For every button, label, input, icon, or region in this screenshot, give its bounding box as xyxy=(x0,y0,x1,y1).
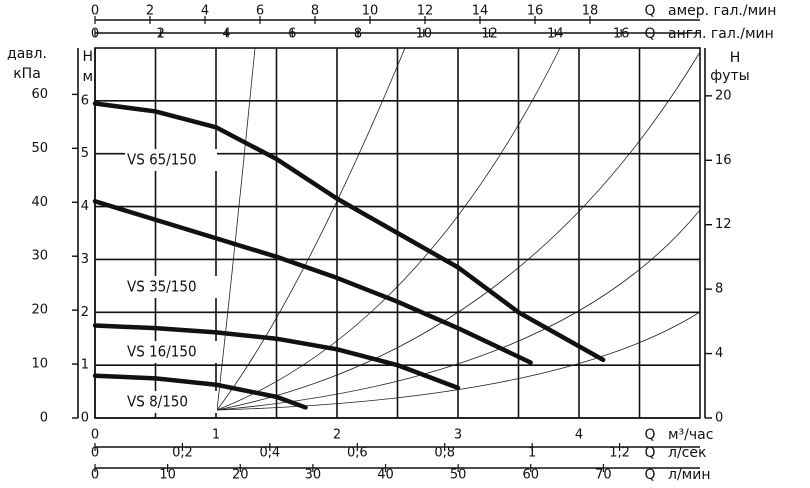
kpa-tick-label: 50 xyxy=(31,141,48,156)
pump-curve xyxy=(92,199,533,365)
top-tick-label: 16 xyxy=(613,27,630,42)
bottom-tick-label: 0 xyxy=(91,446,99,461)
curve-label: VS 8/150 xyxy=(127,393,188,411)
y-tick-label: 4 xyxy=(81,199,89,214)
top-tick-label: 4 xyxy=(201,4,209,19)
x-axis-unit: м³/час xyxy=(668,427,713,443)
x-tick-label: 3 xyxy=(454,428,462,443)
pump-curve xyxy=(92,323,461,391)
top-tick-label: 12 xyxy=(417,4,434,19)
y-tick-label: 0 xyxy=(81,411,89,426)
kpa-tick-label: 40 xyxy=(31,195,48,210)
top-tick-label: 16 xyxy=(527,4,544,19)
curve-label: VS 65/150 xyxy=(127,151,197,169)
top-tick-label: 10 xyxy=(362,4,379,19)
bottom-tick-label: 0,4 xyxy=(260,446,281,461)
x-tick-label: 1 xyxy=(212,428,220,443)
bottom-axis-q: Q xyxy=(644,467,655,483)
kpa-tick-label: 60 xyxy=(31,87,48,102)
top-axis-q: Q xyxy=(644,26,655,42)
top-tick-label: 2 xyxy=(146,4,154,19)
curve-label: VS 16/150 xyxy=(127,343,197,361)
bottom-tick-label: 30 xyxy=(305,468,322,483)
y-tick-label: 3 xyxy=(81,252,89,267)
plot-frame xyxy=(94,47,701,419)
ft-tick-label: 0 xyxy=(715,411,723,426)
top-tick-label: 0 xyxy=(91,4,99,19)
bottom-tick-label: 20 xyxy=(232,468,249,483)
label-bg xyxy=(125,149,217,171)
kpa-tick-label: 30 xyxy=(31,249,48,264)
y-axis-unit: м xyxy=(82,69,93,85)
ft-tick-label: 20 xyxy=(715,88,732,103)
label-bg xyxy=(125,391,217,413)
bottom-tick-label: 1 xyxy=(528,446,536,461)
top-axis-q: Q xyxy=(644,3,655,19)
top-tick-label: 0 xyxy=(91,27,99,42)
bottom-tick-label: 40 xyxy=(377,468,394,483)
bottom-tick-label: 0 xyxy=(91,468,99,483)
bottom-tick-label: 0,2 xyxy=(172,446,193,461)
label-bg xyxy=(125,276,217,298)
kpa-tick-label: 20 xyxy=(31,303,48,318)
top-tick-label: 6 xyxy=(256,4,264,19)
top-tick-label: 14 xyxy=(472,4,489,19)
top-tick-label: 14 xyxy=(547,27,564,42)
top-tick-label: 2 xyxy=(157,27,165,42)
top-tick-label: 6 xyxy=(288,27,296,42)
pump-curve xyxy=(92,373,308,410)
y-tick-label: 1 xyxy=(81,358,89,373)
bottom-tick-label: 10 xyxy=(159,468,176,483)
top-tick-label: 18 xyxy=(582,4,599,19)
x-axis-q: Q xyxy=(644,427,655,443)
top-tick-label: 8 xyxy=(311,4,319,19)
bottom-tick-label: 60 xyxy=(523,468,540,483)
bottom-axis-label: л/сек xyxy=(668,445,706,461)
top-tick-label: 12 xyxy=(481,27,498,42)
ft-unit: футы xyxy=(710,68,749,84)
y-tick-label: 5 xyxy=(81,146,89,161)
ft-tick-label: 4 xyxy=(715,346,723,361)
top-tick-label: 4 xyxy=(222,27,230,42)
pump-curve xyxy=(92,101,606,363)
top-tick-label: 10 xyxy=(416,27,433,42)
kpa-tick-label: 0 xyxy=(40,411,48,426)
system-curves xyxy=(216,47,701,411)
top-axis-label: амер. гал./мин xyxy=(668,3,776,19)
x-tick-label: 4 xyxy=(575,428,583,443)
kpa-unit: кПа xyxy=(13,66,41,82)
ft-tick-label: 12 xyxy=(715,217,732,232)
bottom-tick-label: 0,8 xyxy=(434,446,455,461)
y-tick-label: 2 xyxy=(81,305,89,320)
bottom-tick-label: 1,2 xyxy=(609,446,630,461)
kpa-label: давл. xyxy=(7,46,47,62)
x-tick-label: 0 xyxy=(91,428,99,443)
bottom-tick-label: 70 xyxy=(595,468,612,483)
bottom-axis-label: л/мин xyxy=(668,467,710,483)
ft-tick-label: 8 xyxy=(715,282,723,297)
bottom-axis-q: Q xyxy=(644,445,655,461)
y-axis-label: Н xyxy=(82,49,93,65)
bottom-tick-label: 50 xyxy=(450,468,467,483)
bottom-tick-label: 0,6 xyxy=(347,446,368,461)
top-axis-label: англ. гал./мин xyxy=(668,26,774,42)
curve-label: VS 35/150 xyxy=(127,278,197,296)
ft-tick-label: 16 xyxy=(715,153,732,168)
y-tick-label: 6 xyxy=(81,93,89,108)
x-tick-label: 2 xyxy=(333,428,341,443)
top-tick-label: 8 xyxy=(354,27,362,42)
kpa-tick-label: 10 xyxy=(31,357,48,372)
ft-label: Н xyxy=(730,50,741,66)
label-bg xyxy=(125,341,217,363)
